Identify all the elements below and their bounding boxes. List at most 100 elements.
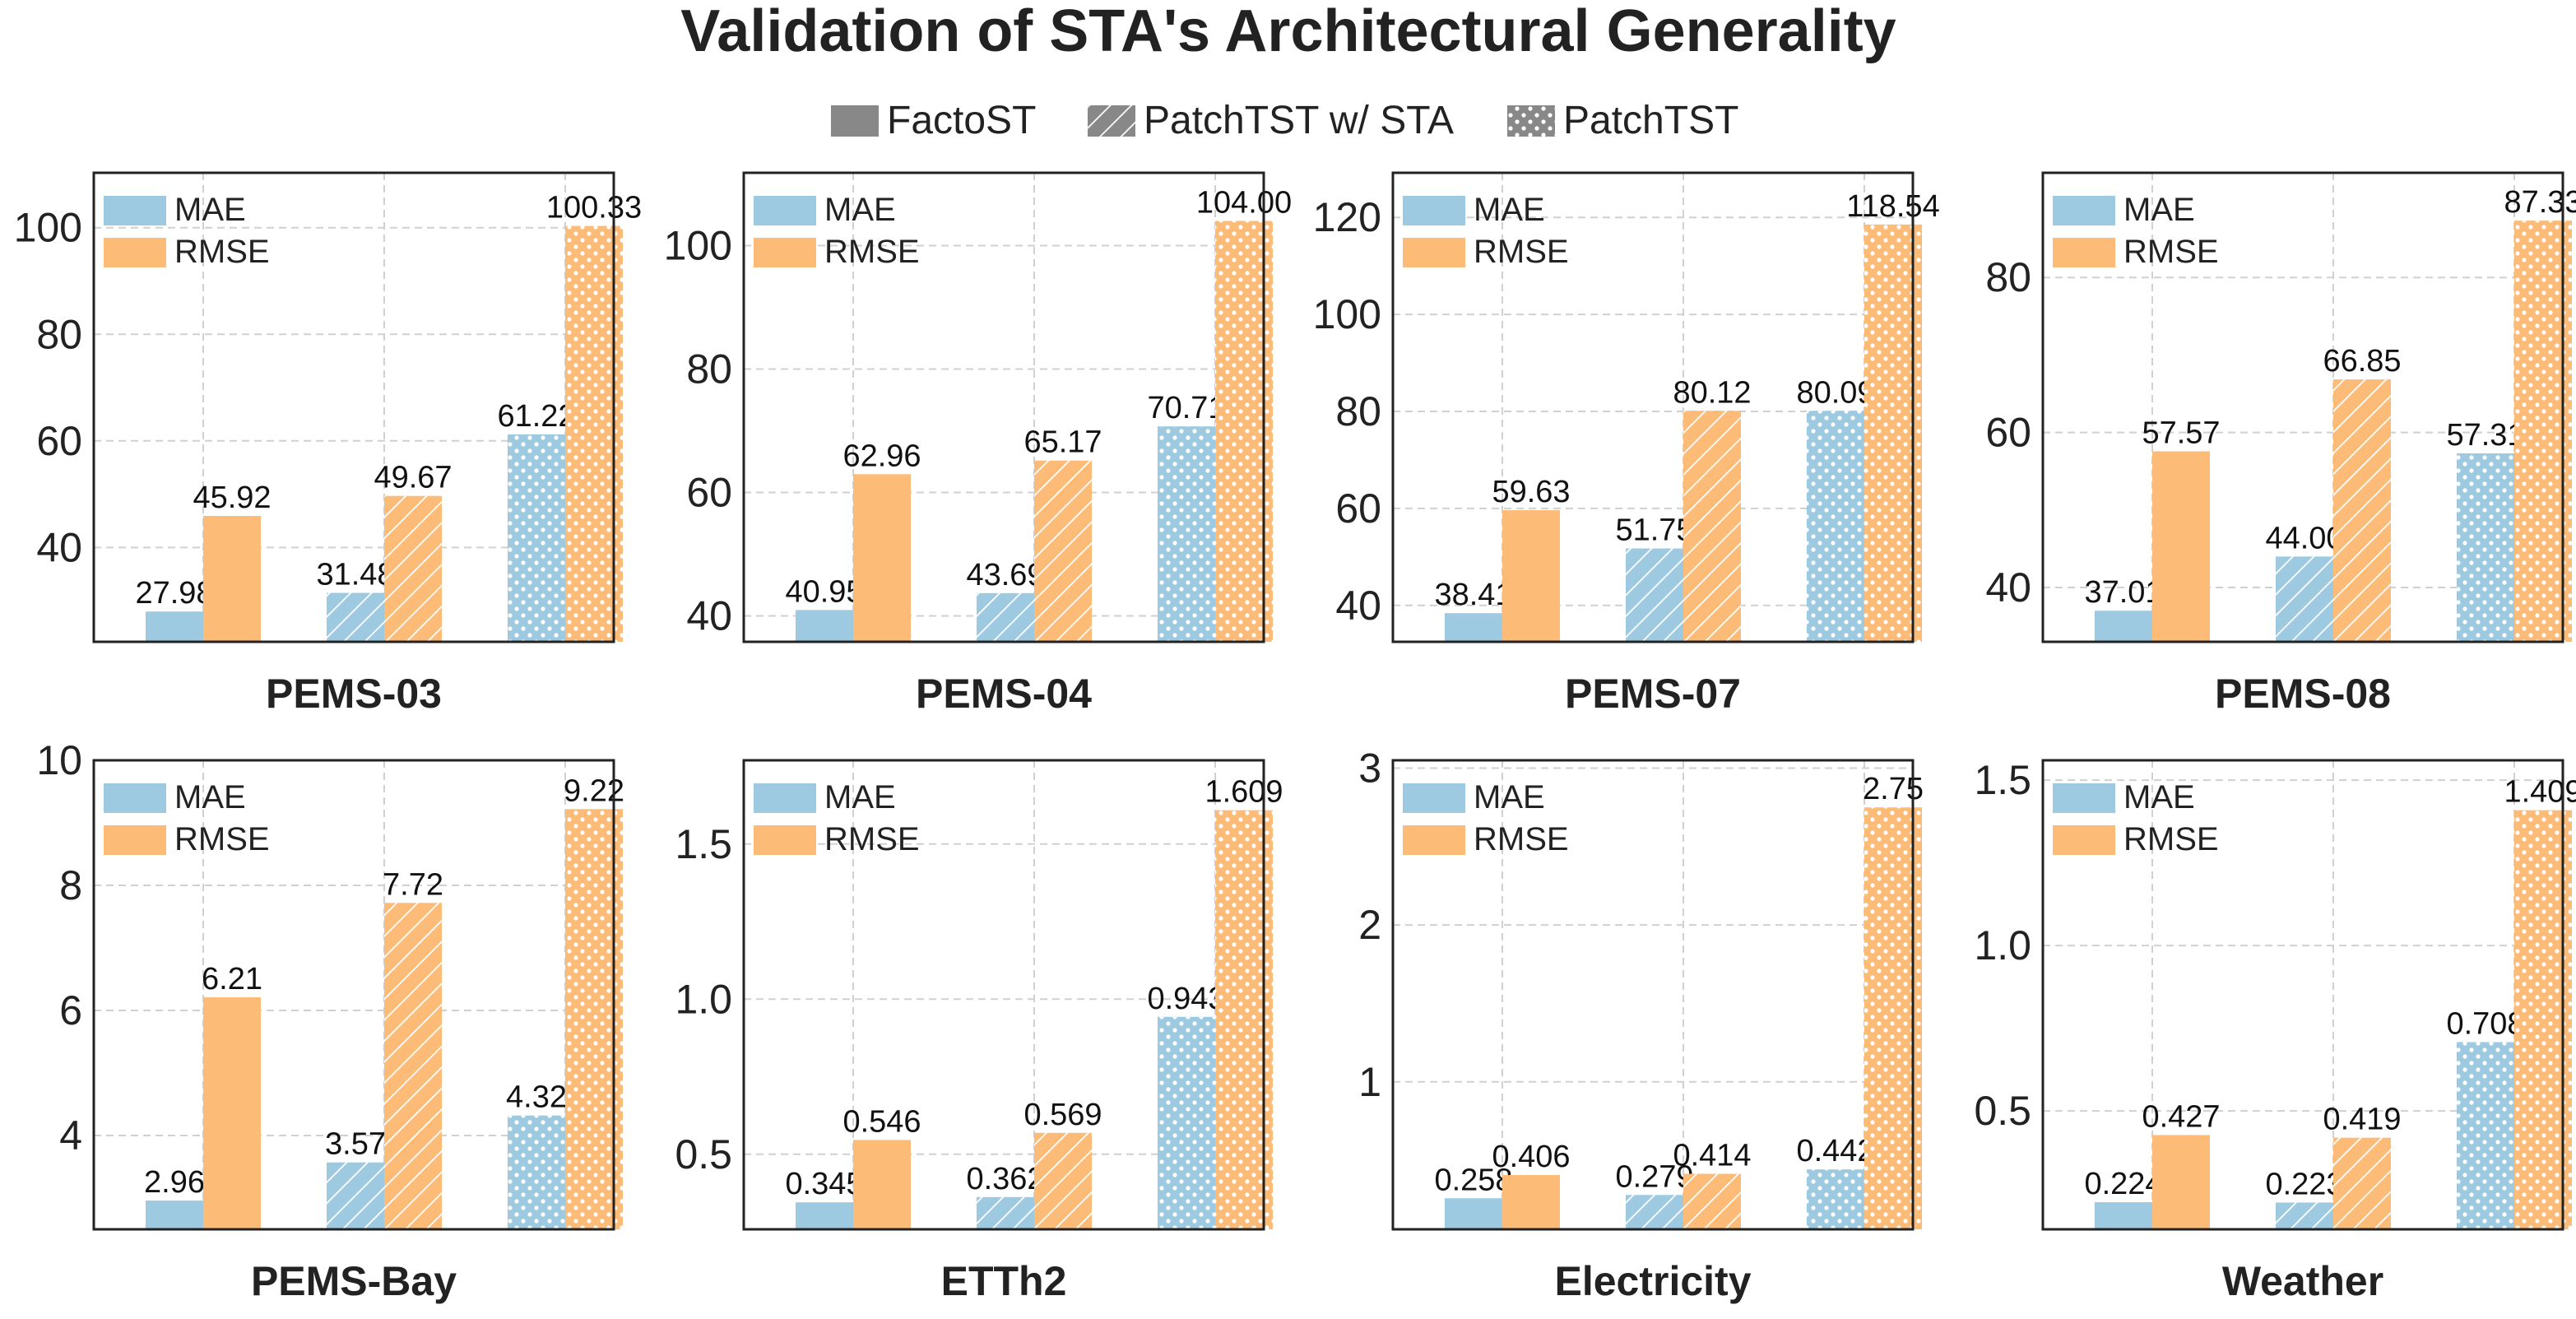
chart-pems-03-legend-rmse-label: RMSE	[174, 234, 270, 270]
chart-pems-08-bar-mae-factost	[2095, 611, 2152, 642]
chart-pems-bay: 4 6 8 10 2.96 6.21 3.57 7.72 4.32 9.22 MAE RMSE PEMS…	[36, 737, 624, 1304]
chart-pems-04-bar-rmse-factost	[853, 474, 911, 642]
chart-pems-03-value-label: 27.98	[135, 576, 213, 611]
chart-weather-value-label: 0.708	[2446, 1006, 2524, 1041]
chart-pems-03-value-label: 61.22	[497, 399, 575, 434]
chart-pems-04-ytick-label: 60	[686, 470, 732, 516]
chart-weather-value-label: 0.224	[2084, 1167, 2162, 1201]
chart-pems-03-bar-mae-factost	[146, 611, 203, 642]
chart-weather-value-label: 0.223	[2265, 1167, 2343, 1201]
chart-pems-03-value-label: 49.67	[374, 461, 452, 495]
figure-title: Validation of STA's Architectural Genera…	[680, 0, 1896, 64]
chart-weather-ytick-label: 1.0	[1974, 922, 2031, 968]
chart-pems-08-bar-mae-patchtst-pattern	[2457, 453, 2514, 642]
chart-etth2-value-label: 1.609	[1204, 775, 1283, 810]
chart-pems-08-value-label: 44.00	[2265, 521, 2343, 555]
legend-patchtst-swatch-pattern	[1507, 105, 1555, 137]
chart-weather-frame	[2041, 759, 2564, 1231]
chart-etth2-legend-mae-swatch	[754, 783, 816, 813]
chart-weather-bar-rmse-patchtst-w-sta-pattern	[2333, 1137, 2391, 1229]
chart-pems-bay-value-label: 2.96	[144, 1165, 205, 1200]
chart-weather-legend-mae-swatch	[2053, 783, 2115, 813]
chart-pems-08-value-label: 87.33	[2504, 185, 2576, 220]
chart-pems-07-bar-mae-patchtst-w-sta-pattern	[1626, 548, 1683, 642]
chart-pems-04-legend-mae-label: MAE	[824, 192, 896, 228]
chart-etth2-bar-mae-factost	[796, 1202, 853, 1229]
chart-pems-08-bar-rmse-patchtst-w-sta-pattern	[2333, 379, 2391, 642]
chart-pems-04-legend-rmse-swatch	[754, 238, 816, 267]
chart-pems-07-ytick-label: 100	[1313, 291, 1381, 337]
chart-pems-04-value-label: 62.96	[842, 439, 921, 473]
chart-pems-bay-value-label: 6.21	[202, 962, 262, 996]
chart-pems-07-value-label: 38.41	[1434, 578, 1512, 612]
chart-electricity-value-label: 0.279	[1615, 1159, 1693, 1194]
chart-pems-08-legend-rmse-label: RMSE	[2123, 234, 2219, 270]
chart-pems-07-ytick-label: 120	[1313, 194, 1381, 240]
chart-electricity-bar-mae-patchtst-pattern	[1807, 1169, 1864, 1229]
chart-pems-08-ytick-label: 40	[1985, 564, 2031, 611]
chart-electricity-bar-mae-factost	[1445, 1198, 1502, 1229]
chart-pems-04-value-label: 65.17	[1023, 425, 1102, 460]
chart-pems-03-bar-mae-patchtst-pattern	[508, 434, 565, 642]
chart-etth2-legend-rmse-label: RMSE	[824, 821, 920, 857]
chart-pems-bay-frame	[92, 759, 615, 1231]
chart-pems-bay-bar-rmse-patchtst-w-sta-pattern	[384, 903, 442, 1229]
legend-patchtst-w-sta-label: PatchTST w/ STA	[1144, 99, 1454, 142]
chart-etth2: 0.5 1.0 1.5 0.345 0.546 0.362 0.569 0.943 1.609 M…	[675, 759, 1283, 1304]
chart-pems-04-ytick-label: 40	[686, 593, 732, 639]
chart-pems-03-frame	[92, 171, 615, 643]
chart-electricity-legend-mae-label: MAE	[1474, 779, 1545, 815]
chart-pems-07-value-label: 118.54	[1846, 189, 1939, 224]
chart-electricity-ytick-label: 1	[1358, 1059, 1381, 1105]
chart-electricity-value-label: 0.406	[1492, 1140, 1570, 1174]
chart-pems-07-title: PEMS-07	[1565, 671, 1741, 717]
chart-pems-bay-value-label: 7.72	[383, 867, 443, 902]
chart-weather-bar-mae-patchtst-w-sta-pattern	[2276, 1202, 2333, 1229]
chart-pems-03-ytick-label: 60	[36, 418, 82, 464]
chart-pems-04: 40 60 80 100 40.95 62.96 43.69 65.17 70.71 104.00…	[664, 171, 1292, 717]
chart-pems-bay-ytick-label: 4	[59, 1112, 82, 1159]
chart-pems-08-legend-mae-swatch	[2053, 196, 2115, 225]
chart-pems-07-value-label: 51.75	[1615, 513, 1693, 548]
chart-pems-04-value-label: 70.71	[1147, 391, 1225, 425]
chart-pems-03-legend-mae-swatch	[104, 196, 166, 225]
chart-pems-08-value-label: 57.57	[2142, 416, 2220, 451]
chart-pems-bay-bar-rmse-factost	[203, 997, 261, 1229]
chart-etth2-bar-rmse-patchtst-w-sta-pattern	[1034, 1132, 1092, 1229]
chart-pems-bay-value-label: 3.57	[325, 1127, 386, 1162]
chart-pems-04-legend-mae-swatch	[754, 196, 816, 225]
chart-weather: 0.5 1.0 1.5 0.224 0.427 0.223 0.419 0.708 1.409 M…	[1974, 757, 2576, 1304]
chart-electricity-ytick-label: 3	[1358, 745, 1381, 792]
chart-pems-08-value-label: 57.31	[2446, 418, 2524, 453]
chart-electricity-legend-rmse-label: RMSE	[1474, 821, 1569, 857]
chart-pems-bay-bar-mae-factost	[146, 1201, 203, 1229]
chart-pems-07-value-label: 80.12	[1673, 375, 1751, 410]
chart-etth2-title: ETTh2	[941, 1258, 1067, 1304]
chart-weather-legend-rmse-label: RMSE	[2123, 821, 2219, 857]
chart-pems-08-legend-rmse-swatch	[2053, 238, 2115, 267]
chart-pems-04-ytick-label: 80	[686, 346, 732, 392]
chart-pems-07-frame	[1391, 171, 1915, 643]
chart-pems-04-value-label: 43.69	[966, 558, 1044, 592]
chart-pems-08-bar-rmse-factost	[2152, 451, 2210, 642]
chart-pems-08-ytick-label: 60	[1985, 410, 2031, 456]
chart-pems-07-ytick-label: 40	[1335, 583, 1381, 629]
chart-electricity-title: Electricity	[1554, 1258, 1751, 1304]
chart-pems-07-legend-mae-label: MAE	[1474, 192, 1545, 228]
legend-patchtst-w-sta-swatch-pattern	[1088, 105, 1135, 137]
chart-pems-03-value-label: 100.33	[546, 191, 642, 225]
chart-pems-03: 40 60 80 100 27.98 45.92 31.48 49.67 61.22 100.33…	[14, 171, 642, 717]
chart-pems-bay-legend-mae-swatch	[104, 783, 166, 813]
chart-pems-07-value-label: 80.09	[1796, 375, 1874, 410]
chart-etth2-value-label: 0.943	[1147, 982, 1225, 1016]
chart-pems-04-ytick-label: 100	[664, 223, 732, 269]
chart-pems-08-value-label: 37.01	[2084, 575, 2162, 610]
chart-pems-08-frame	[2041, 171, 2564, 643]
chart-pems-bay-ytick-label: 10	[36, 737, 82, 783]
chart-etth2-frame	[742, 759, 1265, 1231]
chart-pems-03-legend-rmse-swatch	[104, 238, 166, 267]
chart-pems-07-bar-rmse-factost	[1502, 510, 1560, 642]
chart-pems-08: 40 60 80 37.01 57.57 44.00 66.85 57.31 87.33 MAE R…	[1985, 171, 2576, 717]
chart-pems-bay-ytick-label: 6	[59, 987, 82, 1033]
